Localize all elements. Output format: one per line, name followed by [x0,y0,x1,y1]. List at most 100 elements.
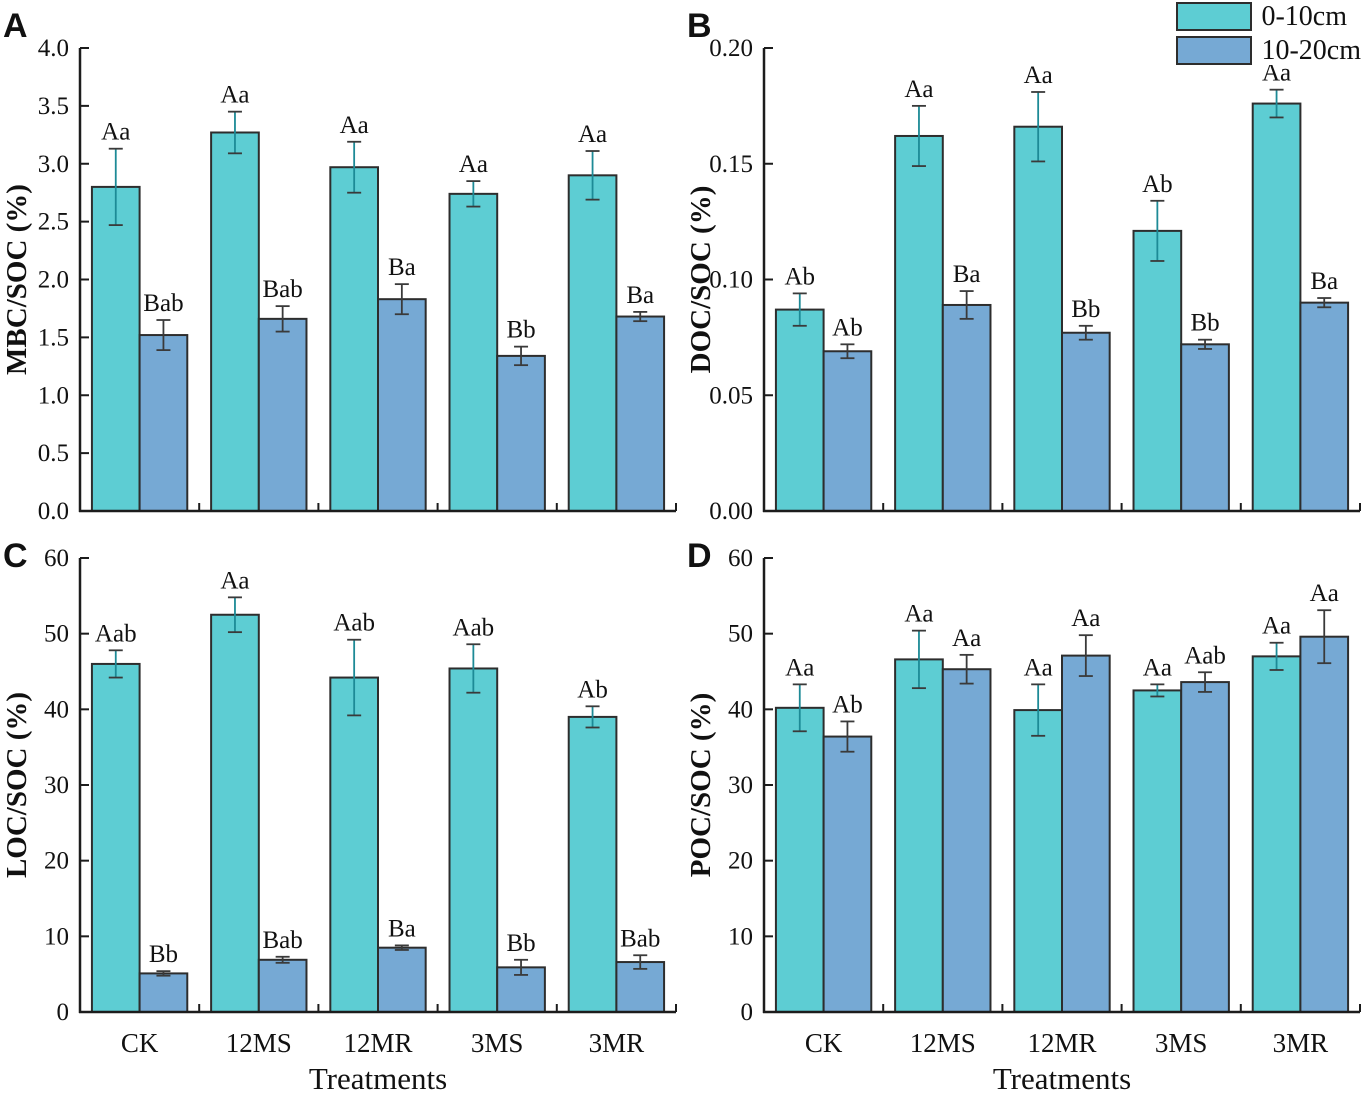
sig-label-10-20cm-12MR: Bb [1071,296,1100,323]
y-axis-title-B: DOC/SOC (%) [685,186,717,374]
bar-0-10cm-3MS [448,667,499,1013]
sig-label-0-10cm-12MR: Aa [1024,62,1053,89]
y-tick-label: 30 [44,772,69,799]
bar-0-10cm-3MS [448,192,499,512]
y-tick-label: 0.0 [38,498,69,525]
sig-label-0-10cm-12MS: Aa [904,76,933,103]
sig-label-10-20cm-3MR: Ba [626,282,654,309]
chart-panel-C: C 0 10 20 30 40 50 60 Aab Aa Aab Aab Ab Bb Bab Ba Bb Bab L… [1,537,677,1093]
sig-label-0-10cm-12MS: Aa [220,567,249,594]
bar-10-20cm-CK [822,350,873,513]
sig-label-10-20cm-12MS: Aa [952,625,981,652]
bar-10-20cm-3MR [1299,635,1350,1014]
y-tick-label: 20 [44,848,69,875]
sig-label-10-20cm-12MR: Ba [388,254,416,281]
y-tick-label: 0.20 [709,35,753,62]
bar-10-20cm-CK [822,735,873,1013]
y-tick-label: 0.15 [709,151,753,178]
legend-label-0-10cm: 0-10cm [1261,0,1347,32]
legend-label-10-20cm: 10-20cm [1261,34,1361,66]
sig-label-10-20cm-12MS: Ba [953,261,981,288]
legend: 0-10cm 10-20cm [1176,2,1361,65]
x-axis-title: Treatments [309,1061,447,1093]
sig-label-0-10cm-12MS: Aa [904,601,933,628]
chart-panel-D: D 0 10 20 30 40 50 60 Aa Aa Aa Aa Aa Ab Aa Aa Aab Aa POC/S… [685,537,1361,1093]
y-tick-label: 3.5 [38,93,69,120]
bar-0-10cm-3MR [1251,655,1302,1013]
category-label-CK: CK [805,1028,843,1058]
chart-panel-B: B0.000.050.100.150.20AbAaAaAbAaAbBaBbBbB… [685,7,1361,525]
panel-letter-D: D [687,537,712,575]
y-tick-label: 30 [728,772,753,799]
bar-10-20cm-CK [138,972,189,1014]
category-label-12MR: 12MR [1027,1028,1096,1058]
y-tick-label: 2.0 [38,267,69,294]
sig-label-0-10cm-3MR: Aa [578,121,607,148]
bar-0-10cm-3MR [1251,102,1302,512]
legend-item-0-10cm: 0-10cm [1176,2,1361,31]
y-axis-title-A: MBC/SOC (%) [1,184,33,375]
sig-label-0-10cm-12MR: Aa [1024,654,1053,681]
bar-0-10cm-12MS [894,134,944,512]
bar-10-20cm-12MS [257,958,308,1014]
y-tick-label: 1.5 [38,324,69,351]
category-label-CK: CK [121,1028,159,1058]
bar-10-20cm-12MR [1061,331,1111,512]
legend-item-10-20cm: 10-20cm [1176,36,1361,65]
sig-label-10-20cm-CK: Ab [832,691,863,718]
category-label-3MS: 3MS [1155,1028,1208,1058]
bar-0-10cm-CK [90,662,141,1014]
bar-10-20cm-3MS [1180,343,1230,512]
sig-label-10-20cm-12MS: Bab [262,927,302,954]
sig-label-0-10cm-CK: Aab [95,620,137,647]
panel-d-poc-soc: D 0 10 20 30 40 50 60 Aa Aa Aa Aa Aa Ab Aa Aa Aab Aa POC/S… [684,530,1367,1093]
sig-label-10-20cm-3MS: Bb [506,317,535,344]
sig-label-10-20cm-3MR: Aa [1310,580,1339,607]
bar-0-10cm-12MR [1013,709,1064,1013]
bar-10-20cm-3MS [1180,681,1230,1014]
bar-0-10cm-12MR [1013,125,1064,513]
panel-letter-A: A [3,7,28,45]
bar-10-20cm-12MR [377,298,427,512]
y-axis-title-D: POC/SOC (%) [685,693,717,877]
y-tick-label: 60 [728,545,753,572]
sig-label-10-20cm-3MR: Bab [620,925,660,952]
category-label-3MR: 3MR [1273,1028,1329,1058]
bar-0-10cm-CK [774,706,825,1013]
bar-0-10cm-CK [90,185,141,512]
y-tick-label: 0.00 [709,498,753,525]
panel-letter-C: C [3,537,28,575]
bar-10-20cm-3MR [1299,301,1350,512]
sig-label-10-20cm-12MR: Ba [388,915,416,942]
sig-label-0-10cm-CK: Ab [784,263,815,290]
sig-label-0-10cm-3MS: Ab [1142,171,1173,198]
panel-letter-B: B [687,7,712,45]
sig-label-0-10cm-3MR: Ab [577,676,608,703]
bar-10-20cm-CK [138,334,189,512]
bar-0-10cm-3MR [567,174,618,512]
legend-swatch-0-10cm [1176,2,1253,31]
sig-label-0-10cm-3MR: Aa [1262,613,1291,640]
sig-label-0-10cm-12MR: Aa [340,112,369,139]
sig-label-0-10cm-12MR: Aab [333,610,375,637]
y-tick-label: 60 [44,545,69,572]
y-tick-label: 0 [741,999,754,1026]
sig-label-10-20cm-CK: Bb [149,941,178,968]
y-tick-label: 0.10 [709,267,753,294]
y-tick-label: 4.0 [38,35,69,62]
sig-label-0-10cm-12MS: Aa [220,82,249,109]
chart-panel-A: A 0.0 0.5 1.0 1.5 2.0 2.5 3.0 3.5 4.0 Aa Aa Aa Aa Aa Ba… [1,7,677,525]
bar-0-10cm-3MS [1132,229,1183,512]
bar-0-10cm-12MS [894,658,944,1013]
y-tick-label: 3.0 [38,151,69,178]
category-label-3MR: 3MR [589,1028,645,1058]
category-label-12MR: 12MR [343,1028,412,1058]
bar-0-10cm-12MS [210,613,260,1013]
bar-0-10cm-3MS [1132,689,1183,1014]
sig-label-0-10cm-3MS: Aab [453,614,495,641]
sig-label-0-10cm-CK: Aa [101,119,130,146]
y-tick-label: 50 [44,621,69,648]
sig-label-10-20cm-3MS: Aab [1184,642,1226,669]
bar-10-20cm-12MS [941,668,992,1013]
